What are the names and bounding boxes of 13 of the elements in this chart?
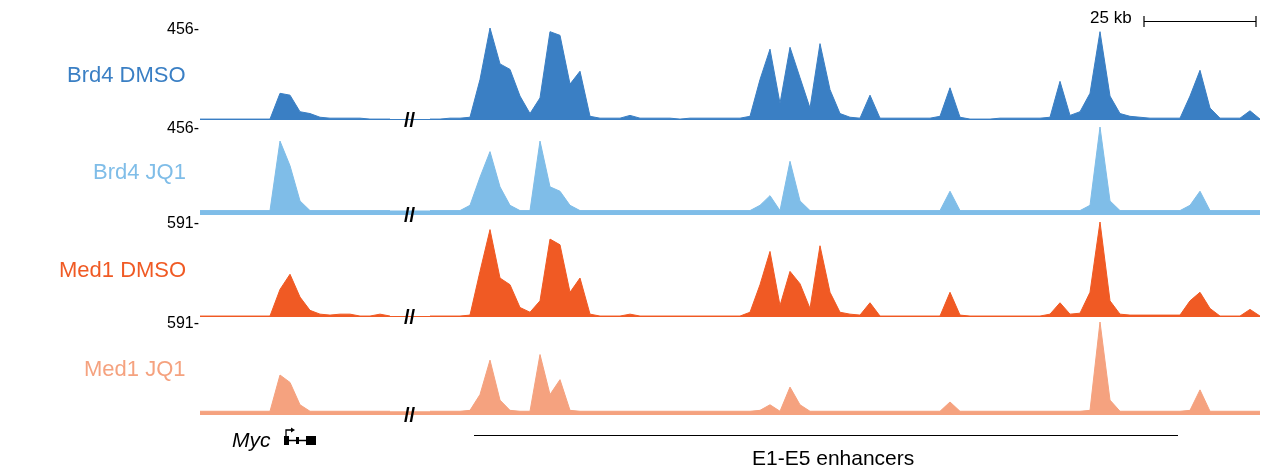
text: E1-E5 enhancers xyxy=(752,446,915,469)
annotation: 456- xyxy=(167,20,200,37)
series-label: Brd4 DMSO xyxy=(67,62,186,87)
series-label: Med1 DMSO xyxy=(59,257,187,282)
series-label: Brd4 JQ1 xyxy=(93,159,186,184)
text: Myc xyxy=(232,428,271,451)
annotation: 591- xyxy=(167,314,200,331)
text: 25 kb xyxy=(1090,8,1132,27)
annotation: // xyxy=(404,204,416,226)
annotation: // xyxy=(404,404,416,426)
annotation: 456- xyxy=(167,119,200,136)
annotation: 591- xyxy=(167,214,200,231)
series-label: Med1 JQ1 xyxy=(84,356,186,381)
